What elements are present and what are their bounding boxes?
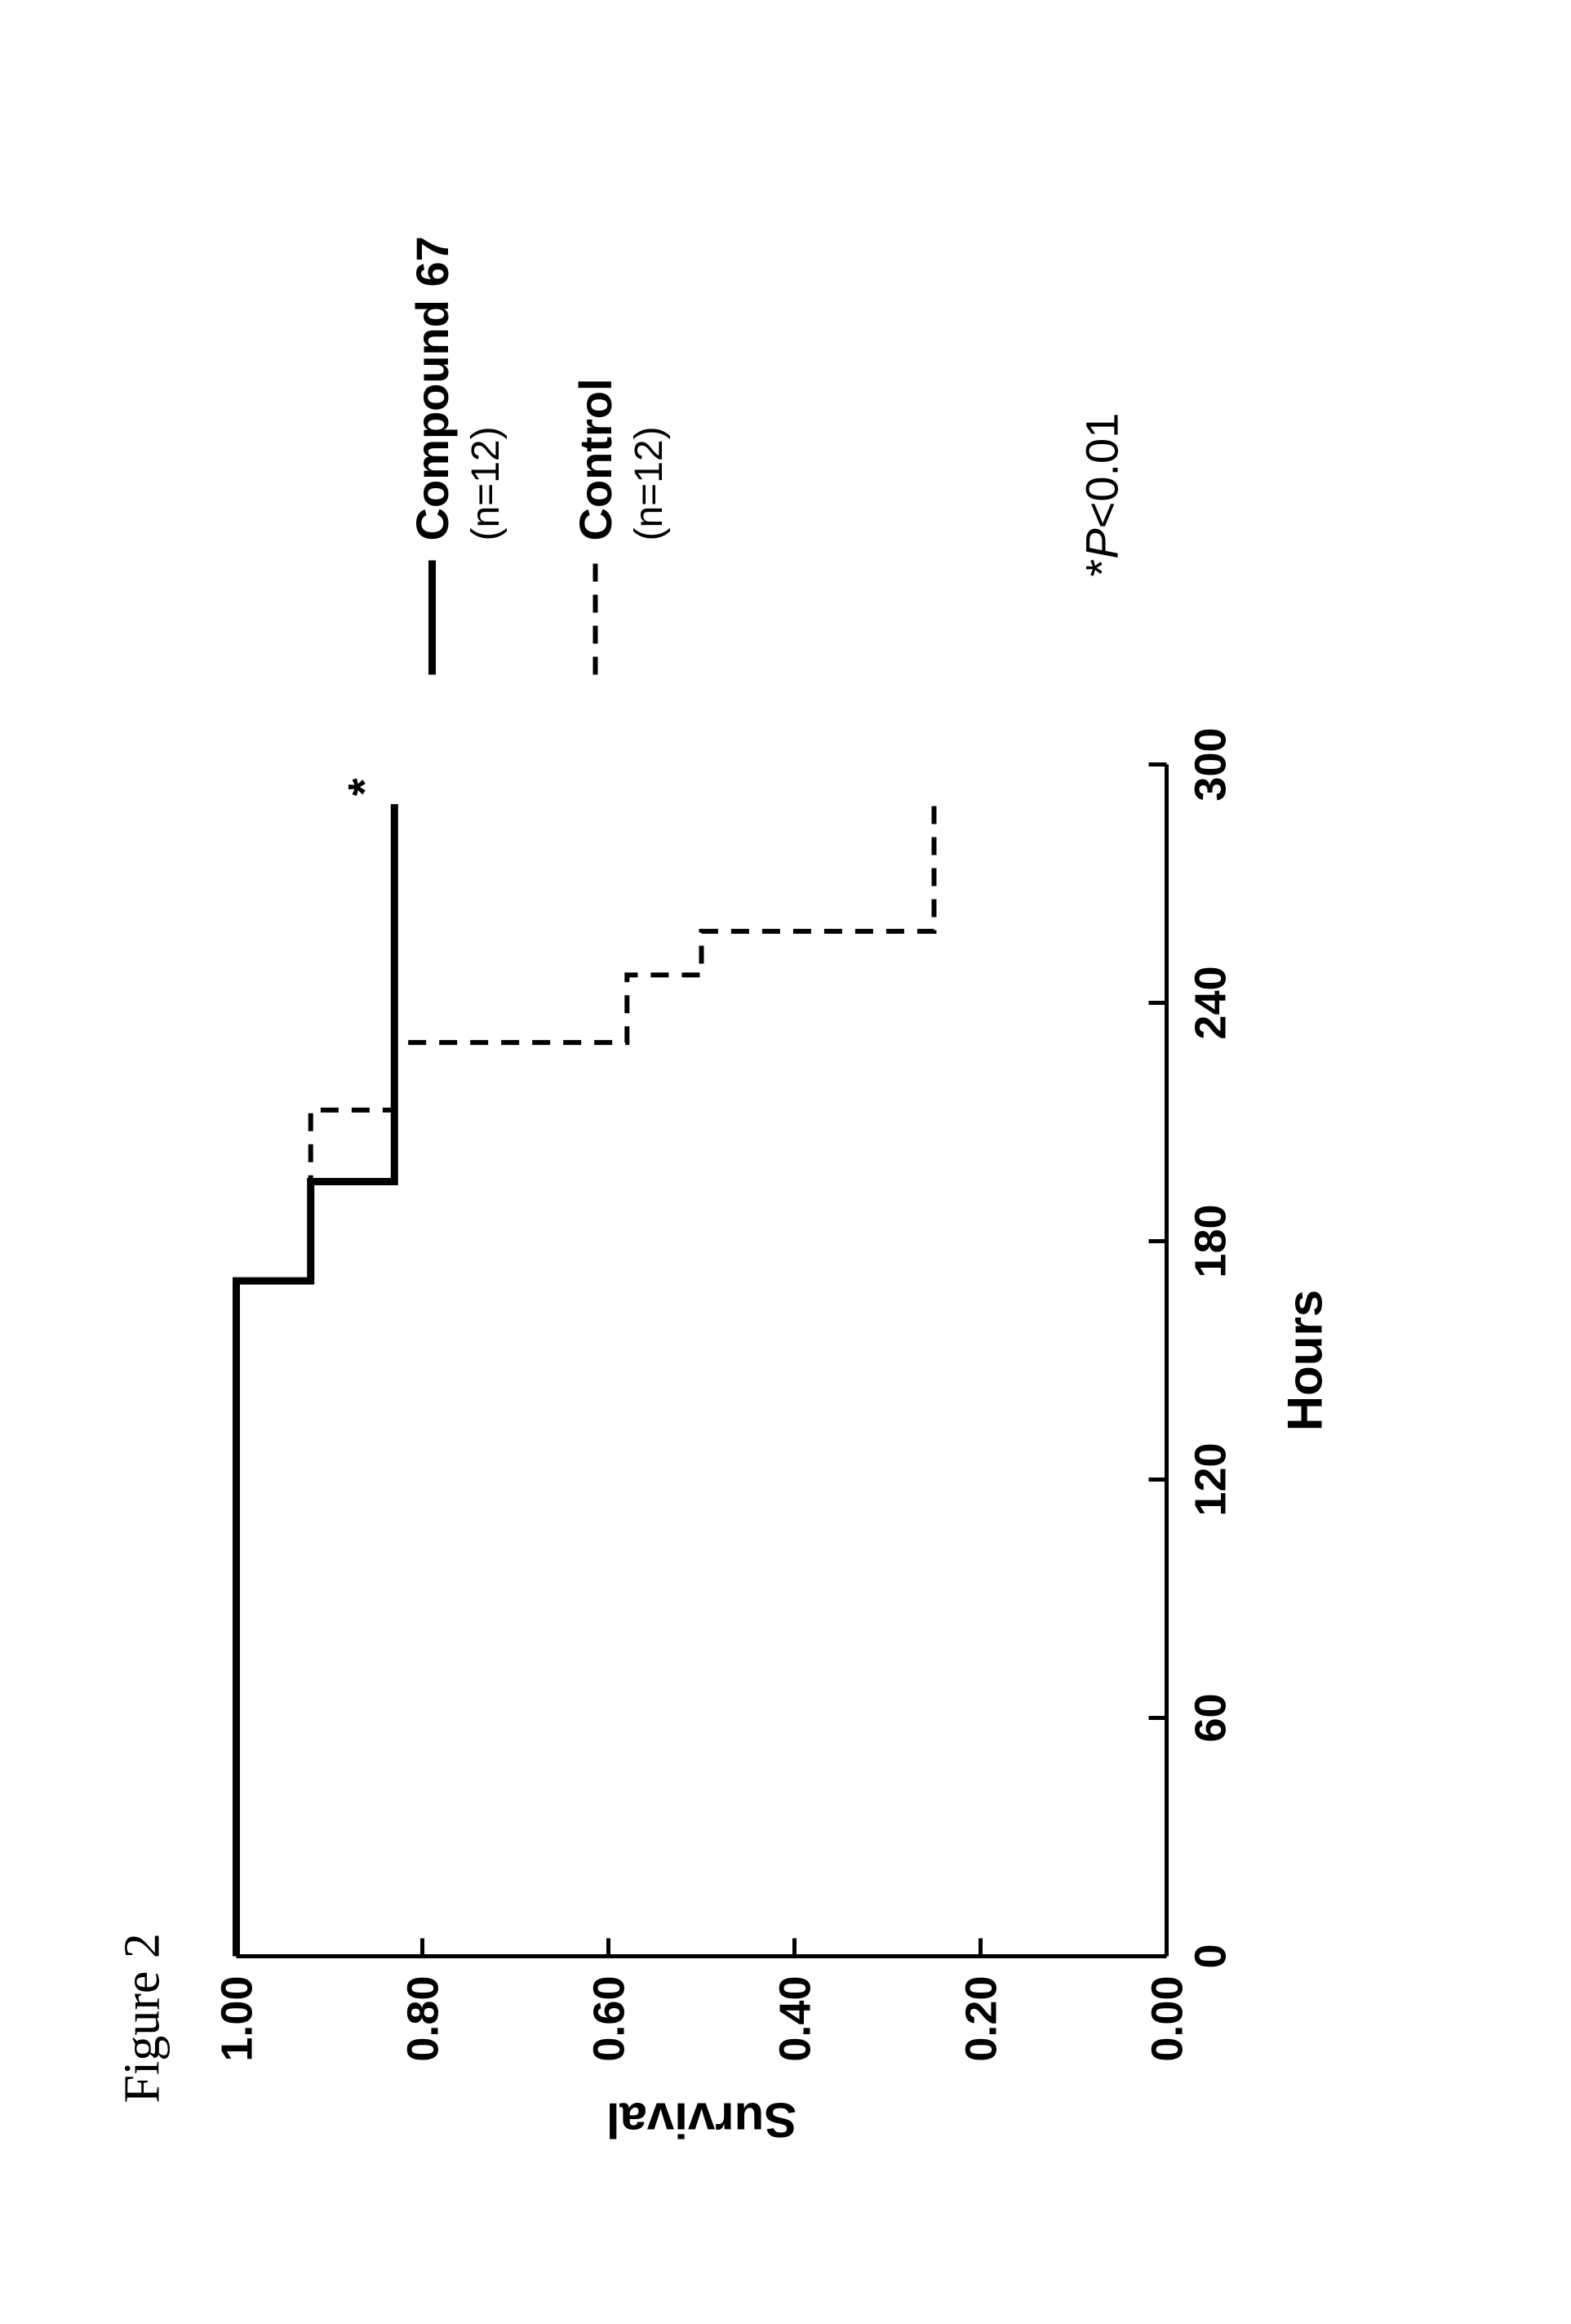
legend-sublabel: (n=12): [464, 426, 508, 540]
y-tick-label: 0.40: [770, 1976, 819, 2062]
x-tick-label: 240: [1187, 966, 1236, 1039]
y-tick-label: 1.00: [212, 1976, 261, 2062]
x-tick-label: 300: [1187, 727, 1236, 801]
series-line-compound-67: [237, 804, 395, 1956]
x-tick-label: 60: [1187, 1693, 1236, 1742]
y-tick-label: 0.20: [956, 1976, 1005, 2062]
significance-star-icon: *: [338, 778, 389, 796]
p-value-annotation: *P<0.01: [1076, 413, 1128, 577]
figure-label: Figure 2: [114, 1933, 172, 2103]
legend-label: Control: [570, 378, 621, 540]
survival-chart: 0 60 120 180 240 300 0.00 0.20 0.40 0.60 0.80 1.00 H…: [188, 38, 1461, 2161]
y-tick-label: 0.00: [1143, 1976, 1192, 2062]
x-tick-label: 120: [1187, 1442, 1236, 1516]
page: Figure 2 0 60 120 180 240 300 0.00 0.20 0.40 0.60…: [0, 0, 1571, 2324]
y-tick-label: 0.60: [584, 1976, 633, 2062]
x-axis-label: Hours: [1278, 1290, 1333, 1431]
chart-svg: 0 60 120 180 240 300 0.00 0.20 0.40 0.60 0.80 1.00 H…: [188, 38, 1461, 2161]
series-line-control: [237, 804, 934, 1956]
legend-sublabel: (n=12): [628, 426, 671, 540]
x-tick-label: 180: [1187, 1204, 1236, 1278]
y-tick-label: 0.80: [398, 1976, 447, 2062]
x-tick-label: 0: [1187, 1944, 1236, 1968]
rotated-figure-container: Figure 2 0 60 120 180 240 300 0.00 0.20 0.40 0.60…: [0, 0, 1571, 2324]
y-axis-label: Survival: [606, 2093, 797, 2148]
legend-label: Compound 67: [406, 236, 458, 540]
